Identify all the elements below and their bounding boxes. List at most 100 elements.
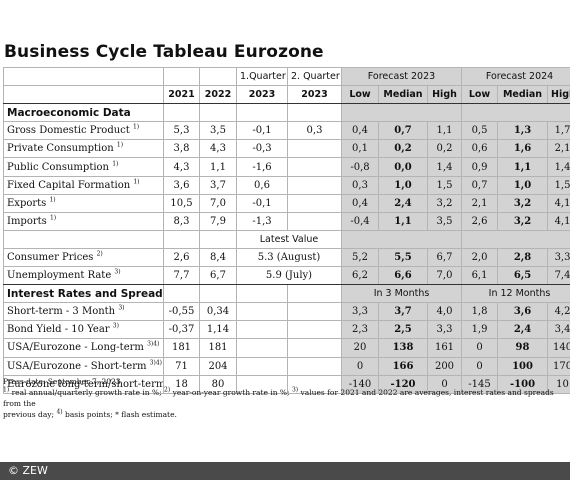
business-cycle-table: 1.Quarter 2. Quarter Forecast 2023 Forec… [3,66,570,394]
forecast-2023-low: 5,2 [341,247,379,268]
value-q1-2023 [236,320,288,340]
forecast-2023-median: 138 [378,338,428,358]
forecast-2023-low: 0,4 [341,121,379,141]
page-title: Business Cycle Tableau Eurozone [4,42,324,62]
forecast-2024-median: 6,5 [497,266,549,286]
forecast-2024-median: 1,1 [497,157,549,177]
forecast-2024-low: 0,9 [461,157,499,177]
header-row-2: 2021 2022 2023 2023 Low Median High Low … [3,85,570,105]
forecast-2024-low: 0,7 [461,175,499,195]
forecast-2023-median: 0,7 [378,121,428,141]
value-2021: 4,3 [163,157,200,177]
value-2021: 3,6 [163,175,200,195]
forecast-2024-low: 0,5 [461,121,499,141]
header-q2: 2. Quarter [287,66,342,87]
row-label-text: Private Consumption [7,143,114,155]
value-q1-2023: -0,1 [236,193,288,213]
row-label: Consumer Prices 2) [3,247,164,268]
forecast-2024-median: 3,2 [497,211,549,231]
header-q1-year: 2023 [236,85,288,105]
forecast-2023-median: 1,1 [378,211,428,231]
table-row: Private Consumption 1) 3,8 4,3 -0,3 0,1 0,2 0,… [3,139,570,159]
forecast-2024-median: 1,6 [497,139,549,159]
value-q1-2023: 0,6 [236,175,288,195]
value-q2-2023 [287,139,342,159]
forecast-2023-median: 6,6 [378,266,428,286]
value-q1-2023 [236,338,288,358]
value-2022: 7,0 [199,193,237,213]
value-q2-2023 [287,302,342,322]
value-q1-2023: -0,3 [236,139,288,159]
row-label: Eurozone long-term/short-term 3)4) [3,374,164,394]
row-label: Fixed Capital Formation 1) [3,175,164,195]
forecast-2024-high: 1,7 [547,121,570,141]
forecast-2023-high: 4,0 [426,302,463,322]
table-row: Imports 1) 8,3 7,9 -1,3 -0,4 1,1 3,5 2,6 3,2 4,1 [3,211,570,231]
forecast-2024-low: 2,1 [461,193,499,213]
row-label: Bond Yield - 10 Year 3) [3,320,164,340]
row-label: USA/Eurozone - Short-term 3)4) [3,356,164,376]
forecast-2024-median: 2,4 [497,320,549,340]
forecast-2024-low: 1,8 [461,302,499,322]
row-label: Exports 1) [3,193,164,213]
value-2022: 0,34 [199,302,237,322]
row-label-text: Public Consumption [7,161,109,173]
row-label-text: Imports [7,215,47,227]
value-2021: 5,3 [163,121,200,141]
row-label-text: Unemployment Rate [7,270,112,282]
table-row: Bond Yield - 10 Year 3) -0,37 1,14 2,3 2,5 3,… [3,320,570,340]
table-row: USA/Eurozone - Long-term 3)4) 181 181 20 138… [3,338,570,358]
section-rates: Interest Rates and Spreads [3,284,164,304]
table-row: Consumer Prices 2) 2,6 8,4 5.3 (August) 5,2 5… [3,247,570,268]
header-2021: 2021 [163,85,200,105]
forecast-2023-high: 0,2 [426,139,463,159]
value-q1-2023: -1,3 [236,211,288,231]
header-forecast-2024: Forecast 2024 [461,66,570,87]
footnote-mark: 3) [114,268,121,276]
header-low-2024: Low [461,85,499,105]
forecast-2023-median: 1,0 [378,175,428,195]
value-q1-2023: -1,6 [236,157,288,177]
forecast-2024-high: 140 [547,338,570,358]
value-q1-2023: -0,1 [236,121,288,141]
section-row-rates: Interest Rates and Spreads In 3 Months I… [3,284,570,304]
forecast-2024-high: 3,4 [547,320,570,340]
value-latest: 5.9 (July) [236,266,342,286]
table-row: Public Consumption 1) 4,3 1,1 -1,6 -0,8 0,0 1,… [3,157,570,177]
value-2022: 3,5 [199,121,237,141]
forecast-2024-high: 4,2 [547,302,570,322]
latest-value-label: Latest Value [236,229,342,249]
forecast-2023-median: 3,7 [378,302,428,322]
row-label: Imports 1) [3,211,164,231]
forecast-2023-median: 0,2 [378,139,428,159]
forecast-2024-median: 100 [497,356,549,376]
forecast-2023-low: -0,8 [341,157,379,177]
table-row: Gross Domestic Product 1) 5,3 3,5 -0,1 0,3 0,… [3,121,570,141]
table-row: Fixed Capital Formation 1) 3,6 3,7 0,6 0,3 1,… [3,175,570,195]
header-low-2023: Low [341,85,379,105]
header-forecast-2023: Forecast 2023 [340,66,463,87]
header-2022: 2022 [199,85,237,105]
value-2022: 6,7 [199,266,237,286]
forecast-2024-high: 3,3 [547,247,570,268]
value-q1-2023 [236,302,288,322]
row-label: USA/Eurozone - Long-term 3)4) [3,338,164,358]
table-row: Unemployment Rate 3) 7,7 6,7 5.9 (July) 6,2 6… [3,266,570,286]
value-2021: 71 [163,356,200,376]
press-date: Press date: September 7, 2023 [3,377,121,386]
forecast-2023-high: 7,0 [426,266,463,286]
forecast-2024-low: 2,6 [461,211,499,231]
row-label: Short-term - 3 Month 3) [3,302,164,322]
forecast-2023-low: 0,3 [341,175,379,195]
copyright-footer: © ZEW [0,462,570,480]
header-in-3-months: In 3 Months [340,284,463,304]
forecast-2023-low: 6,2 [341,266,379,286]
forecast-2024-median: 1,0 [497,175,549,195]
latest-value-row: Latest Value [3,229,570,249]
forecast-2024-high: 10 [547,374,570,394]
value-2022: 3,7 [199,175,237,195]
forecast-2023-median: 2,5 [378,320,428,340]
forecast-2023-high: 0 [426,374,463,394]
forecast-2024-high: 4,1 [547,211,570,231]
